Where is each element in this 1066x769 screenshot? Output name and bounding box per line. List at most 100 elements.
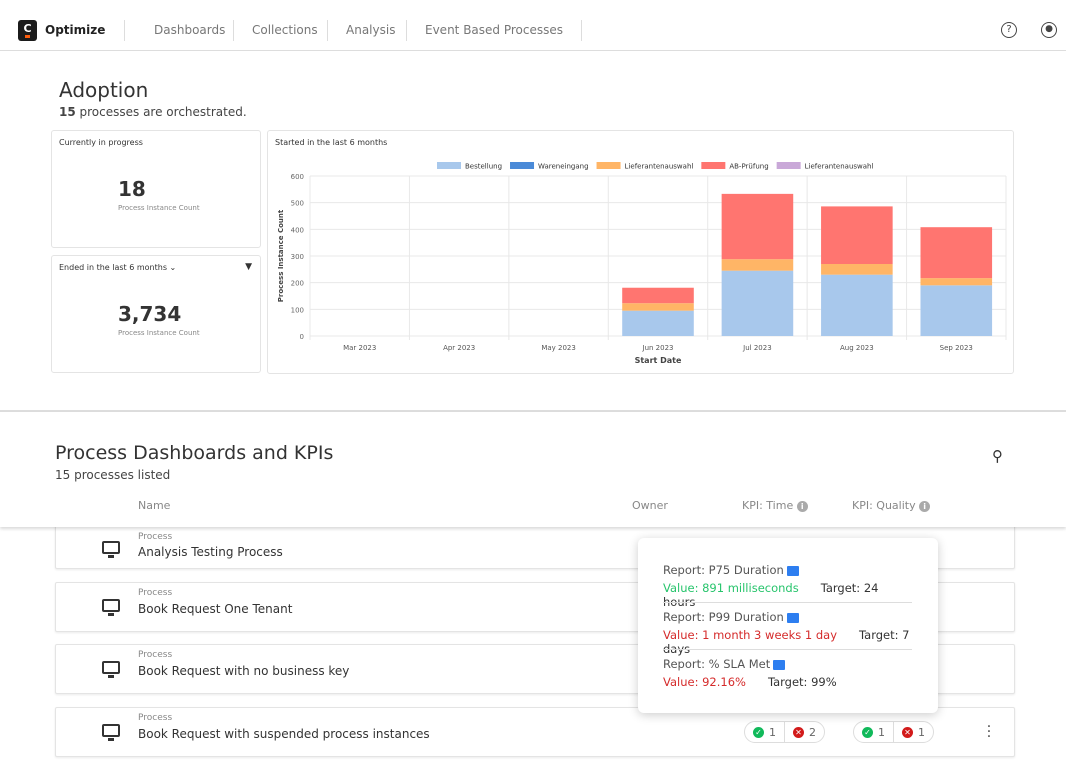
legend-swatch (596, 162, 621, 169)
y-tick-label: 400 (291, 226, 304, 234)
kpi-quality-badge[interactable]: ✓ 1 ✕ 1 (853, 721, 934, 743)
bar-segment (920, 285, 993, 336)
monitor-icon (102, 599, 120, 616)
nav-event-based-processes[interactable]: Event Based Processes (406, 20, 582, 41)
subtitle-text: processes are orchestrated. (75, 105, 247, 119)
kpi-ok-count: 1 (769, 725, 776, 739)
bar-segment (821, 264, 893, 275)
legend-label: Lieferantenauswahl (625, 163, 694, 171)
nav-collections[interactable]: Collections (233, 20, 318, 41)
nav-dashboards[interactable]: Dashboards (124, 20, 243, 41)
bar-segment (721, 270, 794, 336)
legend-label: Lieferantenauswahl (805, 163, 874, 171)
started-chart: 0 100 200 300 400 500 600 Mar 2023 Apr 2023 May 2… (277, 162, 1007, 365)
kpi-value: Value: 891 milliseconds (663, 581, 799, 595)
process-count: 15 (59, 105, 76, 119)
bar-segment (622, 303, 694, 311)
kpi-bad-count: 2 (809, 725, 816, 739)
divider (663, 602, 912, 603)
column-owner[interactable]: Owner (632, 499, 668, 512)
kpi-time-badge[interactable]: ✓ 1 ✕ 2 (744, 721, 825, 743)
x-tick-label: Aug 2023 (840, 344, 874, 352)
kpi-ok-count: 1 (878, 725, 885, 739)
external-link-icon[interactable] (786, 565, 799, 576)
value-label: Process Instance Count (118, 329, 200, 337)
check-icon: ✓ (753, 726, 764, 738)
chart-title: Started in the last 6 months (275, 138, 388, 147)
kpi-entry: Report: P75 Duration Value: 891 millisec… (663, 563, 912, 609)
search-icon[interactable]: ⚲ (992, 447, 1003, 465)
adoption-subtitle: 15 processes are orchestrated. (59, 105, 247, 119)
ended-filter-dropdown[interactable]: Ended in the last 6 months ⌄ (59, 263, 176, 272)
x-tick-label: Sep 2023 (940, 344, 973, 352)
ended-value: 3,734 (118, 302, 182, 326)
x-tick-label: Jun 2023 (642, 344, 674, 352)
help-icon[interactable]: ? (1001, 22, 1017, 38)
section-divider (0, 410, 1066, 412)
row-type: Process (138, 713, 173, 723)
column-label: KPI: Time (742, 499, 794, 512)
column-kpi-quality[interactable]: KPI: Quality i (852, 499, 931, 512)
value-label: Process Instance Count (118, 204, 200, 212)
processes-title: Process Dashboards and KPIs (55, 442, 334, 464)
column-label: KPI: Quality (852, 499, 916, 512)
row-name: Book Request with suspended process inst… (138, 727, 430, 741)
kpi-entry: Report: P99 Duration Value: 1 month 3 we… (663, 610, 912, 656)
monitor-icon (102, 541, 120, 558)
y-axis-label: Process Instance Count (277, 209, 285, 302)
row-type: Process (138, 650, 173, 660)
y-tick-label: 300 (291, 253, 304, 261)
info-icon[interactable]: i (796, 500, 808, 512)
x-tick-label: May 2023 (541, 344, 576, 352)
row-name: Book Request with no business key (138, 664, 350, 678)
bar-segment (920, 227, 993, 279)
y-tick-label: 100 (291, 306, 304, 314)
started-chart-card: Started in the last 6 months 0 100 200 300 4… (267, 130, 1014, 374)
legend-swatch (437, 162, 461, 169)
x-tick-label: Jul 2023 (742, 344, 772, 352)
chevron-down-icon: ⌄ (169, 263, 177, 272)
external-link-icon[interactable] (786, 612, 799, 623)
row-type: Process (138, 532, 173, 542)
process-row[interactable]: Process Book Request with suspended proc… (55, 707, 1015, 757)
legend-label: AB-Prüfung (729, 163, 768, 171)
column-kpi-time[interactable]: KPI: Time i (742, 499, 808, 512)
legend-swatch (701, 162, 726, 169)
legend-swatch (776, 162, 801, 169)
kpi-target: Target: 99% (767, 675, 837, 689)
bar-segment (721, 259, 794, 271)
x-tick-label: Mar 2023 (343, 344, 376, 352)
legend-label: Bestellung (465, 163, 502, 171)
in-progress-card: Currently in progress 18 Process Instanc… (51, 130, 261, 248)
kpi-target: Target: 24 hours (663, 581, 879, 609)
bar-segment (622, 287, 694, 304)
legend-swatch (510, 162, 535, 169)
processes-subtitle: 15 processes listed (55, 468, 171, 482)
kpi-tooltip: Report: P75 Duration Value: 891 millisec… (638, 538, 938, 713)
app-name[interactable]: Optimize (45, 23, 106, 37)
camunda-logo[interactable]: C (18, 20, 37, 41)
y-tick-label: 500 (291, 200, 304, 208)
row-name: Analysis Testing Process (138, 545, 283, 559)
kpi-bad-count: 1 (918, 725, 925, 739)
info-icon[interactable]: i (919, 500, 931, 512)
filter-icon[interactable]: ▼ (245, 262, 252, 272)
y-tick-label: 0 (300, 333, 304, 341)
card-title: Ended in the last 6 months (59, 263, 167, 272)
kpi-value: Value: 1 month 3 weeks 1 day (663, 628, 838, 642)
in-progress-value: 18 (118, 177, 146, 201)
x-axis-label: Start Date (635, 356, 682, 365)
column-name[interactable]: Name (138, 499, 171, 512)
card-title: Currently in progress (59, 138, 143, 147)
monitor-icon (102, 724, 120, 741)
user-icon[interactable]: ● (1041, 22, 1057, 38)
ended-card: Ended in the last 6 months ⌄ ▼ 3,734 Pro… (51, 255, 261, 373)
external-link-icon[interactable] (773, 659, 786, 670)
error-icon: ✕ (793, 726, 804, 738)
monitor-icon (102, 661, 120, 678)
row-name: Book Request One Tenant (138, 602, 293, 616)
nav-analysis[interactable]: Analysis (327, 20, 395, 41)
more-options-icon[interactable]: · · · (986, 719, 992, 745)
report-name: Report: P75 Duration (663, 563, 784, 577)
kpi-entry: Report: % SLA Met Value: 92.16% Target: 9… (663, 657, 912, 691)
